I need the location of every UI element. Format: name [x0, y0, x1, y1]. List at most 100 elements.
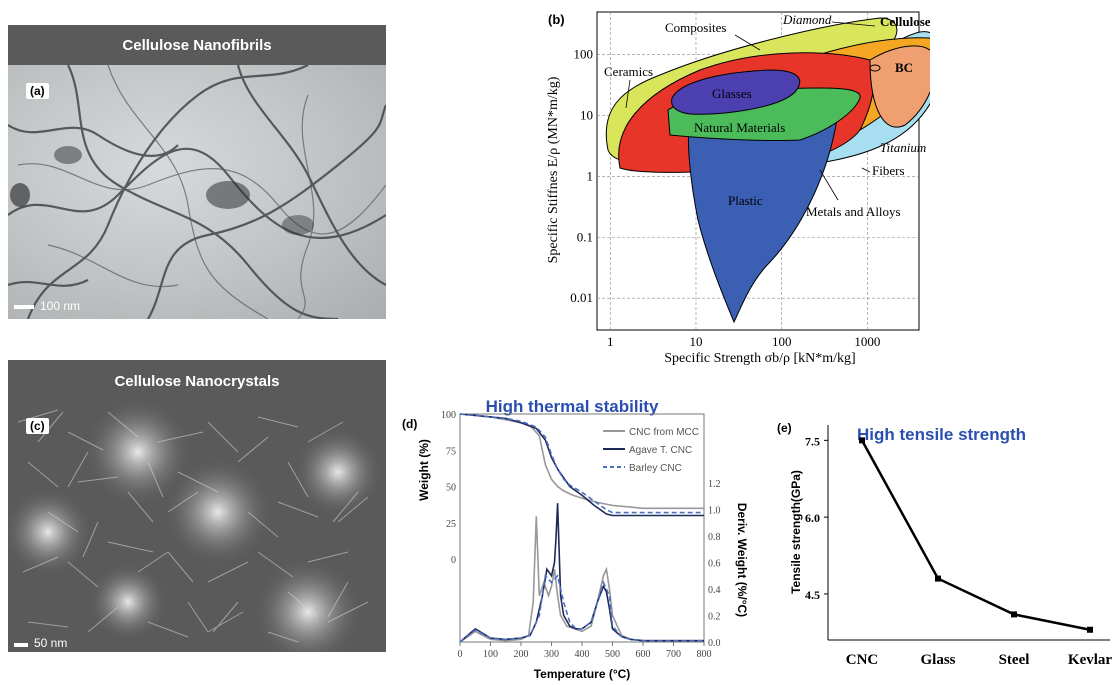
tga-x-tick-8: 800: [697, 649, 712, 660]
tga-x-tick-3: 300: [544, 649, 559, 660]
tga-x-tick-2: 200: [514, 649, 529, 660]
tensile-point-2: [1011, 611, 1017, 618]
label-ceramics: Ceramics: [604, 64, 653, 79]
ashby-x-tick-0: 1: [607, 334, 614, 349]
panel-a-scale-bar: [14, 305, 34, 309]
ashby-y-ticks: 0.01 0.1 1 10 100: [570, 47, 593, 306]
panel-c-title: Cellulose Nanocrystals: [114, 372, 280, 390]
region-bc: [869, 45, 930, 128]
nanofibril-micrograph: [8, 65, 386, 319]
nanocrystal-micrograph: [8, 402, 386, 652]
panel-a-scale-label: 100 nm: [40, 299, 81, 313]
tensile-title: High tensile strength: [857, 425, 1026, 444]
panel-d-letter: (d): [402, 417, 417, 431]
ashby-y-label: Specific Stiffnes E/ρ (MN*m/kg): [546, 76, 561, 263]
tga-y2-tick-3: 0.6: [708, 559, 721, 570]
panel-c-scale-bar: [14, 643, 28, 647]
legend-label-mcc: CNC from MCC: [629, 427, 699, 438]
ashby-x-tick-2: 100: [772, 334, 792, 349]
legend-label-barley: Barley CNC: [629, 463, 682, 474]
tensile-y-tick-1: 6.0: [805, 511, 820, 525]
tga-x-tick-6: 600: [636, 649, 651, 660]
tga-chart: High thermal stability (d) 0 100 200 300 400…: [402, 397, 749, 681]
tga-deriv-line-1: [459, 503, 704, 643]
label-diamond: Diamond: [782, 12, 832, 27]
ashby-region-labels: Composites Diamond Cellulose I Ceramics …: [604, 12, 930, 219]
fibril-texture: [8, 65, 386, 319]
tga-y-tick-3: 75: [446, 446, 456, 457]
tga-y-tick-4: 100: [441, 410, 456, 421]
panel-a-letter: (a): [26, 83, 49, 99]
panel-e-letter: (e): [777, 421, 792, 435]
tga-y2-tick-1: 0.2: [708, 612, 721, 623]
label-bc: BC: [895, 60, 913, 75]
tga-x-tick-0: 0: [458, 649, 463, 660]
tga-lines: [459, 413, 704, 643]
tga-y-tick-0: 0: [451, 555, 456, 566]
tensile-chart: (e) High tensile strength 4.5 6.0 7.5 CNC Gl…: [777, 421, 1112, 668]
tga-y2-tick-0: 0.0: [708, 638, 721, 649]
tensile-x-tick-2: Steel: [999, 652, 1030, 668]
label-natural-materials: Natural Materials: [694, 120, 785, 135]
tga-deriv-line-2: [459, 574, 704, 643]
tensile-line: [859, 437, 1093, 633]
label-cellulose-i: Cellulose I: [880, 14, 930, 29]
tga-x-tick-5: 500: [605, 649, 620, 660]
tga-y2-tick-2: 0.4: [708, 585, 721, 596]
panel-c-image: Cellulose Nanocrystals (c) 50 nm: [8, 360, 386, 652]
tensile-point-0: [859, 437, 865, 444]
tga-weight-line-0: [459, 413, 704, 510]
tga-y2-tick-6: 1.2: [708, 479, 721, 490]
ashby-x-ticks: 1 10 100 1000: [607, 334, 880, 349]
ashby-leader-lines: [625, 21, 876, 201]
panel-c-letter: (c): [26, 418, 49, 434]
ashby-y-tick-4: 100: [574, 47, 594, 62]
tensile-point-1: [935, 575, 941, 582]
ashby-regions: [605, 17, 930, 324]
ashby-chart: (b) Composites Diamond Cellulose I Ceram…: [546, 11, 930, 366]
region-glasses: [671, 69, 801, 115]
tga-y-label: Weight (%): [417, 439, 431, 501]
tensile-y-tick-0: 4.5: [805, 588, 820, 602]
tga-x-tick-7: 700: [666, 649, 681, 660]
panel-b-letter: (b): [548, 12, 565, 27]
tga-x-tick-1: 100: [483, 649, 498, 660]
ashby-x-label: Specific Strength σb/ρ [kN*m/kg]: [664, 351, 855, 366]
panel-c-header: Cellulose Nanocrystals: [8, 360, 386, 402]
tensile-x-tick-3: Kevlar: [1068, 652, 1112, 668]
tga-y2-tick-5: 1.0: [708, 506, 721, 517]
tga-title: High thermal stability: [486, 397, 659, 416]
label-glasses: Glasses: [712, 86, 752, 101]
tensile-y-tick-2: 7.5: [805, 434, 820, 448]
label-fibers: Fibers: [872, 163, 905, 178]
tensile-series-line: [860, 439, 1091, 631]
tga-y2-label: Deriv. Weight (%/°C): [735, 503, 749, 617]
tga-legend: CNC from MCC Agave T. CNC Barley CNC: [603, 427, 699, 474]
tga-weight-line-2: [459, 413, 704, 514]
panel-a-title: Cellulose Nanofibrils: [122, 36, 272, 54]
tensile-axes: 4.5 6.0 7.5 CNC Glass Steel Kevlar: [805, 434, 1112, 668]
ashby-y-tick-0: 0.01: [570, 290, 593, 305]
ashby-x-tick-3: 1000: [854, 334, 880, 349]
panel-c-scale-label: 50 nm: [34, 636, 68, 650]
tga-deriv-line-0: [459, 516, 704, 643]
ashby-y-tick-3: 10: [580, 107, 593, 122]
tga-y-tick-2: 50: [446, 483, 456, 494]
ashby-y-tick-1: 0.1: [577, 229, 593, 244]
tga-y2-tick-4: 0.8: [708, 532, 721, 543]
label-metals-alloys: Metals and Alloys: [806, 204, 901, 219]
tga-y-tick-1: 25: [446, 519, 456, 530]
tensile-y-label: Tensile strength(GPa): [789, 470, 803, 594]
tensile-x-tick-0: CNC: [846, 652, 879, 668]
legend-label-agave: Agave T. CNC: [629, 445, 692, 456]
panel-a-header: Cellulose Nanofibrils: [8, 25, 386, 65]
tga-x-tick-4: 400: [575, 649, 590, 660]
tga-x-label: Temperature (°C): [534, 667, 631, 681]
label-titanium: Titanium: [880, 140, 926, 155]
ashby-x-tick-1: 10: [689, 334, 702, 349]
tensile-x-tick-1: Glass: [920, 652, 955, 668]
tensile-point-3: [1087, 626, 1093, 633]
ashby-y-tick-2: 1: [587, 168, 594, 183]
label-plastic: Plastic: [728, 193, 763, 208]
panel-a-image: Cellulose Nanofibrils (a: [8, 25, 386, 319]
